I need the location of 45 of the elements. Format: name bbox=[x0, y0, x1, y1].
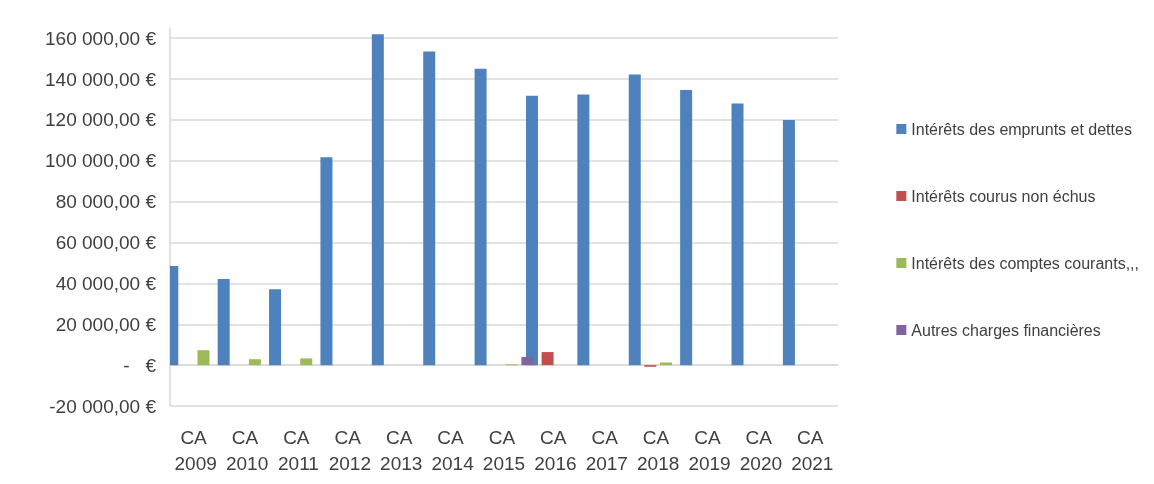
bar bbox=[659, 362, 672, 366]
y-tick-label: -20 000,00 € bbox=[49, 395, 157, 417]
bar bbox=[577, 94, 590, 366]
y-tick-label: 160 000,00 € bbox=[45, 27, 157, 49]
bar bbox=[269, 289, 282, 366]
x-tick-label: CA 2017 bbox=[585, 426, 628, 474]
x-tick-label: CA 2020 bbox=[739, 426, 783, 474]
legend-label: Intérêts des emprunts et dettes bbox=[911, 120, 1132, 138]
x-tick-label: CA 2014 bbox=[431, 426, 475, 474]
y-tick-label: 20 000,00 € bbox=[55, 313, 157, 335]
bar bbox=[628, 74, 641, 366]
bar bbox=[371, 34, 384, 366]
y-tick-label: 40 000,00 € bbox=[55, 272, 157, 294]
legend-label: Autres charges financières bbox=[911, 321, 1101, 339]
bar bbox=[248, 359, 261, 366]
x-tick-label: CA 2018 bbox=[637, 426, 680, 474]
x-tick-label: CA 2009 bbox=[174, 426, 217, 474]
y-tick-label: 80 000,00 € bbox=[55, 191, 157, 213]
bar bbox=[731, 103, 744, 366]
x-tick-label: CA 2012 bbox=[328, 426, 371, 474]
bar bbox=[680, 89, 693, 366]
y-tick-label: 100 000,00 € bbox=[45, 150, 157, 172]
bar bbox=[474, 68, 487, 366]
bar bbox=[521, 356, 534, 366]
y-tick-label: 120 000,00 € bbox=[45, 109, 157, 131]
bar bbox=[300, 358, 313, 366]
x-tick-label: CA 2011 bbox=[278, 426, 319, 474]
bar bbox=[197, 350, 210, 366]
bar bbox=[782, 119, 795, 366]
bar bbox=[423, 51, 436, 366]
x-tick-label: CA 2016 bbox=[534, 426, 577, 474]
x-tick-label: CA 2010 bbox=[225, 426, 269, 474]
bar bbox=[217, 279, 230, 366]
y-tick-label: 60 000,00 € bbox=[55, 232, 157, 254]
legend-label: Intérêts courus non échus bbox=[911, 187, 1096, 205]
bar bbox=[525, 95, 538, 366]
x-tick-label: CA 2019 bbox=[688, 426, 731, 474]
bar bbox=[541, 352, 554, 366]
y-tick-label: - € bbox=[123, 354, 157, 376]
y-tick-label: 140 000,00 € bbox=[45, 68, 157, 90]
legend-label: Intérêts des comptes courants,,, bbox=[911, 254, 1140, 272]
x-tick-label: CA 2013 bbox=[380, 426, 423, 474]
x-tick-label: CA 2015 bbox=[482, 426, 526, 474]
bar bbox=[320, 157, 333, 366]
x-tick-label: CA 2021 bbox=[791, 426, 834, 474]
